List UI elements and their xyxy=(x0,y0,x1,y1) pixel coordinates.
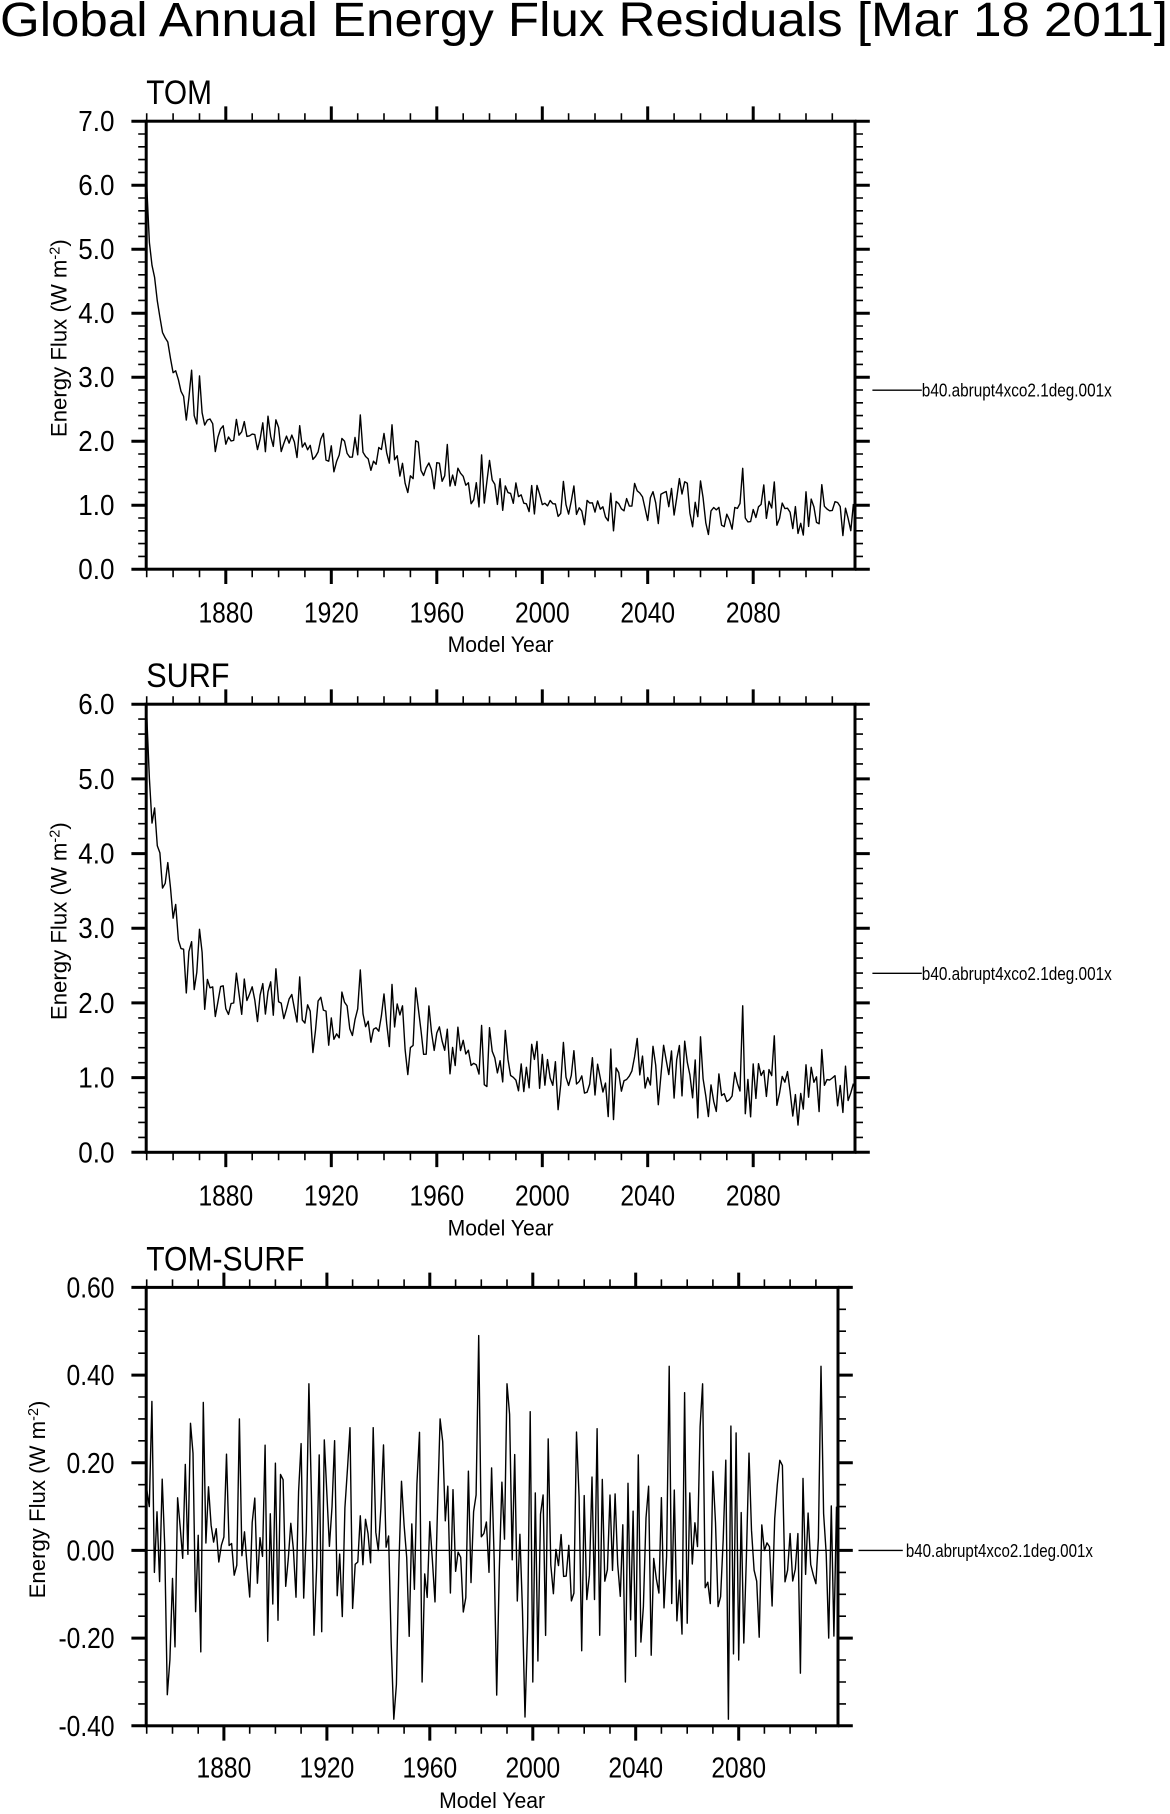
svg-text:1920: 1920 xyxy=(304,597,359,629)
svg-text:1920: 1920 xyxy=(300,1753,355,1785)
svg-text:6.0: 6.0 xyxy=(78,689,114,721)
svg-text:b40.abrupt4xco2.1deg.001x: b40.abrupt4xco2.1deg.001x xyxy=(922,380,1113,401)
svg-text:Energy Flux (W m-2): Energy Flux (W m-2) xyxy=(47,822,72,1020)
svg-text:Energy Flux (W m-2): Energy Flux (W m-2) xyxy=(25,1401,50,1599)
svg-text:1880: 1880 xyxy=(198,597,253,629)
svg-text:2080: 2080 xyxy=(726,1181,781,1213)
svg-text:SURF: SURF xyxy=(146,657,229,695)
svg-text:Model Year: Model Year xyxy=(439,1788,546,1809)
svg-text:2.0: 2.0 xyxy=(78,988,114,1020)
svg-text:2000: 2000 xyxy=(515,597,570,629)
svg-text:1920: 1920 xyxy=(304,1181,359,1213)
svg-text:1960: 1960 xyxy=(402,1753,457,1785)
svg-text:Energy Flux (W m-2): Energy Flux (W m-2) xyxy=(47,239,72,437)
svg-text:-0.20: -0.20 xyxy=(59,1623,115,1655)
svg-text:0.0: 0.0 xyxy=(78,1137,114,1169)
svg-text:5.0: 5.0 xyxy=(78,234,114,266)
svg-text:2040: 2040 xyxy=(608,1753,663,1785)
svg-text:0.0: 0.0 xyxy=(78,554,114,586)
svg-text:0.60: 0.60 xyxy=(67,1272,115,1304)
svg-text:1.0: 1.0 xyxy=(78,490,114,522)
svg-text:3.0: 3.0 xyxy=(78,362,114,394)
svg-text:2.0: 2.0 xyxy=(78,426,114,458)
svg-text:3.0: 3.0 xyxy=(78,913,114,945)
svg-text:5.0: 5.0 xyxy=(78,764,114,796)
svg-text:b40.abrupt4xco2.1deg.001x: b40.abrupt4xco2.1deg.001x xyxy=(906,1540,1094,1561)
svg-text:1880: 1880 xyxy=(198,1181,253,1213)
svg-text:b40.abrupt4xco2.1deg.001x: b40.abrupt4xco2.1deg.001x xyxy=(922,963,1113,984)
svg-text:-0.40: -0.40 xyxy=(59,1711,115,1743)
svg-text:TOM: TOM xyxy=(146,74,212,112)
svg-text:4.0: 4.0 xyxy=(78,839,114,871)
svg-text:2040: 2040 xyxy=(620,597,675,629)
svg-text:7.0: 7.0 xyxy=(78,106,114,138)
svg-text:2040: 2040 xyxy=(620,1181,675,1213)
svg-text:0.00: 0.00 xyxy=(67,1535,115,1567)
svg-text:1880: 1880 xyxy=(197,1753,252,1785)
svg-text:TOM-SURF: TOM-SURF xyxy=(146,1240,304,1278)
svg-text:2080: 2080 xyxy=(711,1753,766,1785)
svg-text:2000: 2000 xyxy=(505,1753,560,1785)
svg-text:2000: 2000 xyxy=(515,1181,570,1213)
svg-text:1.0: 1.0 xyxy=(78,1063,114,1095)
svg-text:0.20: 0.20 xyxy=(67,1448,115,1480)
svg-text:Model Year: Model Year xyxy=(448,1215,555,1240)
svg-text:0.40: 0.40 xyxy=(67,1360,115,1392)
svg-text:Model Year: Model Year xyxy=(448,632,555,657)
svg-text:Global Annual Energy Flux Resi: Global Annual Energy Flux Residuals [Mar… xyxy=(0,0,1168,47)
svg-text:1960: 1960 xyxy=(409,1181,464,1213)
svg-text:1960: 1960 xyxy=(409,597,464,629)
svg-text:4.0: 4.0 xyxy=(78,298,114,330)
svg-text:2080: 2080 xyxy=(726,597,781,629)
svg-text:6.0: 6.0 xyxy=(78,170,114,202)
